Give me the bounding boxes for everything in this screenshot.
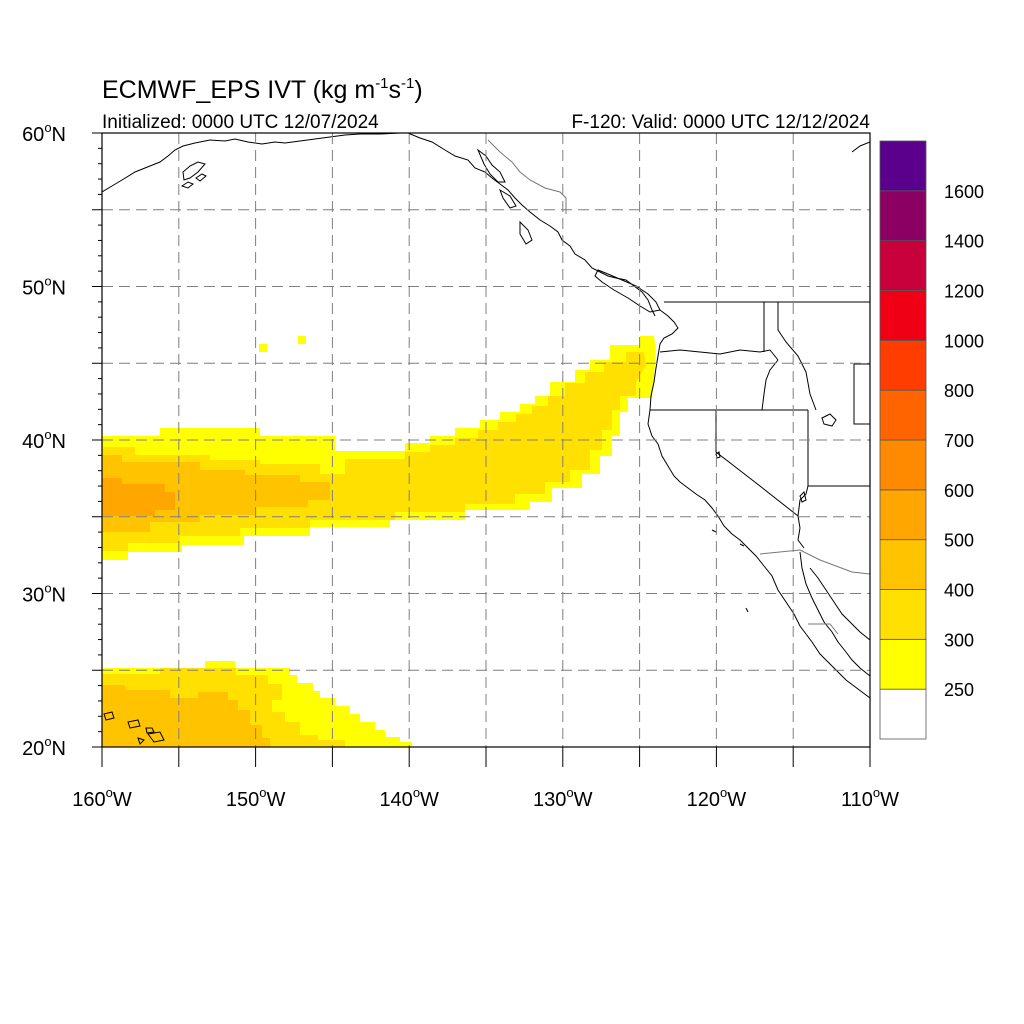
colorbar-label: 800: [944, 381, 974, 401]
ca-nv-border: [715, 410, 799, 517]
ivt-shading: [102, 336, 656, 747]
az-ca-border: [797, 515, 805, 549]
alaska-islands: [180, 173, 207, 189]
coastlines: [102, 133, 870, 745]
initialized-time: Initialized: 0000 UTC 12/07/2024: [102, 112, 379, 133]
colorbar-swatch: [879, 190, 927, 242]
ivt-plume-400: [102, 685, 270, 747]
minor-ticks: [92, 132, 871, 767]
colorbar-label: 1000: [944, 331, 984, 351]
colorbar-swatch: [879, 140, 927, 192]
colorbar: 250 300 400 500 600 700 800 1000 1200 1400 1600: [879, 140, 984, 740]
hawaiian-islands: [103, 711, 165, 745]
lon-tick-label: 130oW: [533, 785, 593, 811]
kodiak-island: [182, 161, 206, 181]
lon-tick-label: 140oW: [379, 785, 439, 811]
longitude-labels: 160oW 150oW 140oW 130oW 120oW 110oW: [72, 785, 899, 811]
or-id-border: [761, 359, 779, 411]
ne-coast-fragment: [851, 141, 870, 153]
us-west-coast: [647, 309, 807, 635]
lat-tick-label: 30oN: [22, 581, 66, 607]
mexico-state-border: [808, 623, 839, 635]
ivt-cell: [259, 344, 267, 352]
map-frame: [101, 132, 871, 748]
lon-tick-label: 150oW: [226, 785, 286, 811]
colorbar-swatch: [879, 240, 927, 291]
lake-mead: [799, 491, 807, 503]
ivt-band-500: [102, 478, 175, 516]
map-panel: 160oW 150oW 140oW 130oW 120oW 110oW 60oN 50oN 4…: [22, 120, 899, 811]
colorbar-label: 500: [944, 531, 974, 551]
colorbar-label: 1200: [944, 282, 984, 302]
colorbar-label: 700: [944, 431, 974, 451]
colorbar-label: 1600: [944, 182, 984, 202]
mainland-mexico-coast: [809, 567, 870, 641]
id-wy-border: [853, 363, 870, 425]
lat-tick-label: 50oN: [22, 274, 66, 300]
ivt-band-400: [102, 455, 330, 532]
vancouver-island: [594, 269, 661, 313]
colorbar-label: 300: [944, 630, 974, 650]
ivt-cell: [298, 336, 306, 344]
political-borders: [487, 139, 870, 635]
colorbar-label: 400: [944, 581, 974, 601]
alaska-canada-border: [487, 139, 567, 214]
colorbar-label: 600: [944, 481, 974, 501]
colorbar-swatch: [879, 489, 927, 541]
lat-tick-label: 40oN: [22, 427, 66, 453]
colorbar-label: 1400: [944, 232, 984, 252]
colorbar-swatch: [879, 638, 927, 690]
lon-tick-label: 110oW: [841, 785, 899, 811]
great-salt-lake: [821, 413, 837, 427]
colorbar-swatch: [879, 290, 927, 341]
baja-gulf-side: [799, 551, 870, 677]
map-title: ECMWF_EPS IVT (kg m-1s-1): [102, 75, 423, 104]
lon-tick-label: 120oW: [687, 785, 747, 811]
channel-islands: [711, 529, 749, 613]
lat-tick-label: 60oN: [22, 120, 66, 146]
wa-or-border: [659, 349, 779, 361]
valid-time: F-120: Valid: 0000 UTC 12/12/2024: [571, 112, 870, 133]
colorbar-swatch: [879, 539, 927, 590]
colorbar-swatch: [879, 389, 927, 441]
colorbar-swatch: [879, 339, 927, 391]
nv-az-border: [797, 485, 809, 517]
se-alaska-islands: [476, 148, 533, 245]
se-alaska-coast: [407, 133, 656, 317]
colorbar-swatch: [879, 439, 927, 491]
lat-tick-label: 20oN: [22, 734, 66, 760]
latitude-labels: 60oN 50oN 40oN 30oN 20oN: [22, 120, 66, 760]
colorbar-label: 250: [944, 680, 974, 700]
id-mt-border: [777, 302, 817, 411]
colorbar-swatch: [879, 688, 927, 740]
graticule: [102, 133, 870, 747]
colorbar-swatch: [879, 589, 927, 640]
us-mexico-border: [759, 549, 870, 575]
baja-california: [805, 633, 870, 699]
alaska-coast: [102, 133, 401, 193]
lon-tick-label: 160oW: [72, 785, 132, 811]
